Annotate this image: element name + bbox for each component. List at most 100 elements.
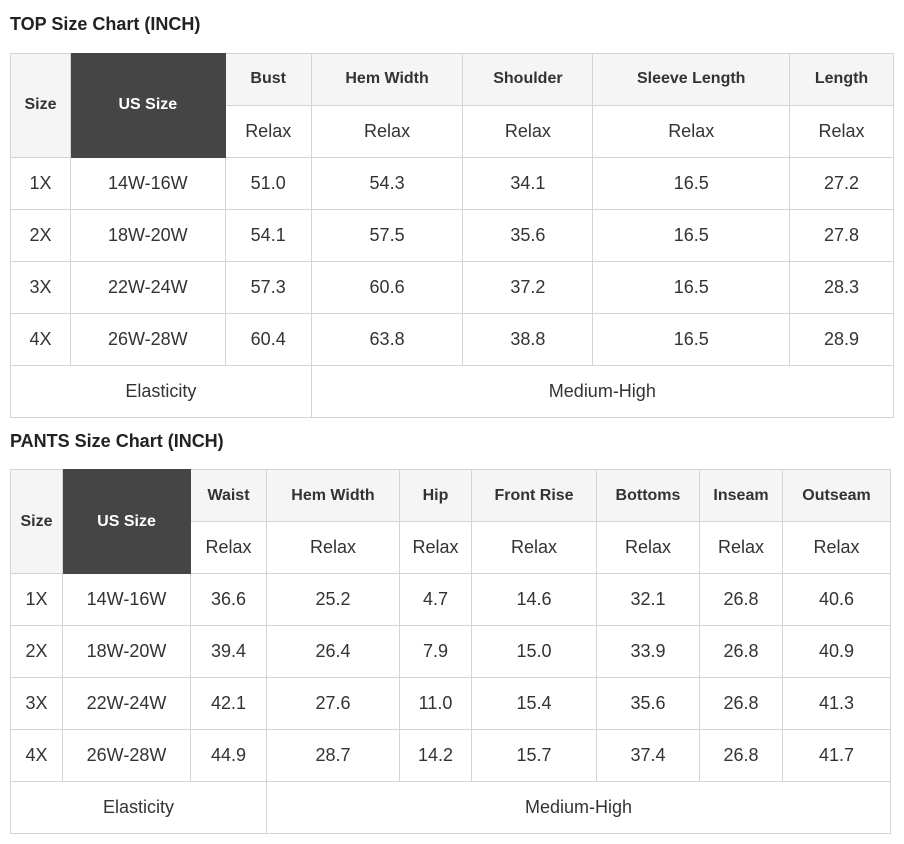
measurement-cell: 27.6 <box>266 677 400 731</box>
measurement-cell: 35.6 <box>596 677 700 731</box>
pants-fit-cell: Relax <box>596 521 700 575</box>
top-size-corner-header: Size <box>10 52 71 158</box>
pants-column-header-hip: Hip <box>399 469 472 523</box>
measurement-cell: 15.0 <box>471 625 597 679</box>
measurement-cell: 51.0 <box>224 156 312 210</box>
measurement-cell: 41.7 <box>782 729 891 783</box>
pants-size-table: Size US Size Waist Hem Width Hip Front R… <box>10 469 891 835</box>
size-cell: 3X <box>10 260 71 314</box>
measurement-cell: 40.9 <box>782 625 891 679</box>
pants-fit-cell: Relax <box>782 521 891 575</box>
top-column-header-bust: Bust <box>224 52 312 106</box>
elasticity-label: Elasticity <box>10 781 267 835</box>
us-size-cell: 26W-28W <box>69 312 226 366</box>
measurement-cell: 37.2 <box>462 260 594 314</box>
pants-fit-row: Relax Relax Relax Relax Relax Relax Rela… <box>11 521 891 575</box>
measurement-cell: 26.8 <box>699 625 783 679</box>
pants-column-header-outseam: Outseam <box>782 469 891 523</box>
measurement-cell: 41.3 <box>782 677 891 731</box>
measurement-cell: 57.3 <box>224 260 312 314</box>
pants-chart-title: PANTS Size Chart (INCH) <box>10 430 224 451</box>
measurement-cell: 25.2 <box>266 573 400 627</box>
top-fit-row: Relax Relax Relax Relax Relax <box>11 104 894 158</box>
pants-size-corner-header: Size <box>10 469 63 575</box>
top-fit-cell: Relax <box>592 104 791 158</box>
size-cell: 2X <box>10 625 63 679</box>
us-size-cell: 22W-24W <box>69 260 226 314</box>
measurement-cell: 28.3 <box>789 260 894 314</box>
pants-fit-cell: Relax <box>699 521 783 575</box>
measurement-cell: 54.3 <box>310 156 464 210</box>
measurement-cell: 11.0 <box>399 677 472 731</box>
measurement-cell: 4.7 <box>399 573 472 627</box>
measurement-cell: 33.9 <box>596 625 700 679</box>
pants-column-header-inseam: Inseam <box>699 469 783 523</box>
size-cell: 1X <box>10 573 63 627</box>
pants-fit-cell: Relax <box>266 521 400 575</box>
measurement-cell: 28.7 <box>266 729 400 783</box>
pants-column-header-front-rise: Front Rise <box>471 469 597 523</box>
us-size-cell: 22W-24W <box>62 677 191 731</box>
measurement-cell: 14.6 <box>471 573 597 627</box>
top-column-header-sleeve-length: Sleeve Length <box>592 52 791 106</box>
measurement-cell: 28.9 <box>789 312 894 366</box>
measurement-cell: 26.8 <box>699 677 783 731</box>
measurement-cell: 27.2 <box>789 156 894 210</box>
pants-column-header-waist: Waist <box>190 469 267 523</box>
measurement-cell: 38.8 <box>462 312 594 366</box>
top-fit-cell: Relax <box>310 104 464 158</box>
top-size-table: Size US Size Bust Hem Width Shoulder Sle… <box>10 52 895 418</box>
pants-fit-cell: Relax <box>471 521 597 575</box>
measurement-cell: 37.4 <box>596 729 700 783</box>
us-size-cell: 14W-16W <box>62 573 191 627</box>
pants-header-row: Size US Size Waist Hem Width Hip Front R… <box>10 469 891 575</box>
elasticity-value: Medium-High <box>266 781 891 835</box>
size-cell: 4X <box>10 729 63 783</box>
pants-data-row-4x: 4X 26W-28W 44.9 28.7 14.2 15.7 37.4 26.8… <box>10 729 891 783</box>
pants-column-header-bottoms: Bottoms <box>596 469 700 523</box>
top-column-header-length: Length <box>789 52 894 106</box>
pants-fit-cell: Relax <box>399 521 472 575</box>
measurement-cell: 57.5 <box>310 208 464 262</box>
pants-us-size-corner-header: US Size <box>62 469 191 575</box>
pants-data-row-3x: 3X 22W-24W 42.1 27.6 11.0 15.4 35.6 26.8… <box>10 677 891 731</box>
us-size-cell: 26W-28W <box>62 729 191 783</box>
measurement-cell: 26.4 <box>266 625 400 679</box>
elasticity-value: Medium-High <box>310 364 895 418</box>
measurement-cell: 36.6 <box>190 573 267 627</box>
measurement-cell: 42.1 <box>190 677 267 731</box>
top-us-size-corner-header: US Size <box>69 52 226 158</box>
size-cell: 3X <box>10 677 63 731</box>
top-data-row-2x: 2X 18W-20W 54.1 57.5 35.6 16.5 27.8 <box>10 208 894 262</box>
pants-data-row-1x: 1X 14W-16W 36.6 25.2 4.7 14.6 32.1 26.8 … <box>10 573 891 627</box>
size-cell: 1X <box>10 156 71 210</box>
measurement-cell: 16.5 <box>592 260 791 314</box>
elasticity-label: Elasticity <box>10 364 312 418</box>
pants-elasticity-row: Elasticity Medium-High <box>10 781 891 835</box>
measurement-cell: 39.4 <box>190 625 267 679</box>
measurement-cell: 40.6 <box>782 573 891 627</box>
measurement-cell: 7.9 <box>399 625 472 679</box>
measurement-cell: 44.9 <box>190 729 267 783</box>
measurement-cell: 26.8 <box>699 729 783 783</box>
top-data-row-4x: 4X 26W-28W 60.4 63.8 38.8 16.5 28.9 <box>10 312 894 366</box>
us-size-cell: 18W-20W <box>69 208 226 262</box>
top-column-header-hem-width: Hem Width <box>310 52 464 106</box>
measurement-cell: 27.8 <box>789 208 894 262</box>
pants-data-row-2x: 2X 18W-20W 39.4 26.4 7.9 15.0 33.9 26.8 … <box>10 625 891 679</box>
measurement-cell: 15.4 <box>471 677 597 731</box>
size-cell: 4X <box>10 312 71 366</box>
size-cell: 2X <box>10 208 71 262</box>
top-fit-cell: Relax <box>224 104 312 158</box>
top-data-row-3x: 3X 22W-24W 57.3 60.6 37.2 16.5 28.3 <box>10 260 894 314</box>
us-size-cell: 18W-20W <box>62 625 191 679</box>
pants-column-header-hem-width: Hem Width <box>266 469 400 523</box>
measurement-cell: 16.5 <box>592 312 791 366</box>
top-fit-cell: Relax <box>462 104 594 158</box>
top-column-header-shoulder: Shoulder <box>462 52 594 106</box>
pants-fit-cell: Relax <box>190 521 267 575</box>
measurement-cell: 60.4 <box>224 312 312 366</box>
measurement-cell: 26.8 <box>699 573 783 627</box>
measurement-cell: 34.1 <box>462 156 594 210</box>
